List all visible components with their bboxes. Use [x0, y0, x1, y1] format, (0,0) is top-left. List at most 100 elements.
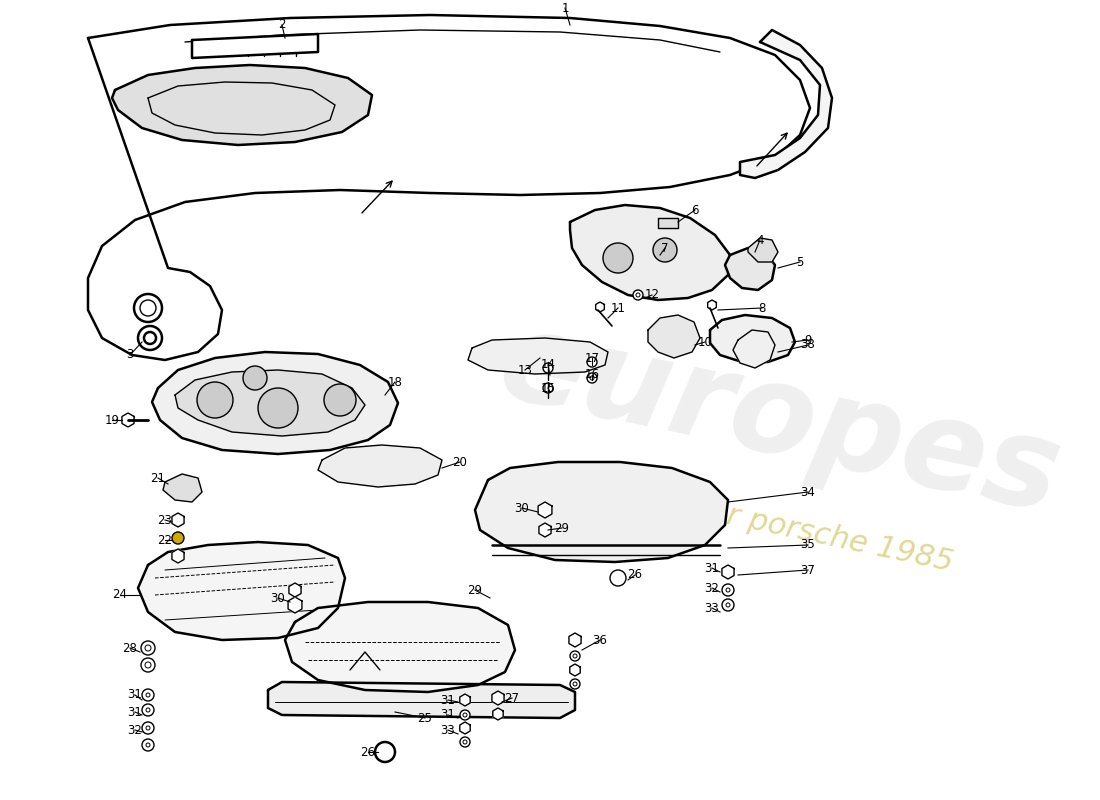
Polygon shape: [138, 542, 345, 640]
Circle shape: [258, 388, 298, 428]
Text: 33: 33: [441, 723, 455, 737]
Text: europes: europes: [488, 302, 1071, 538]
Polygon shape: [707, 300, 716, 310]
Polygon shape: [268, 682, 575, 718]
Polygon shape: [318, 445, 442, 487]
Polygon shape: [569, 633, 581, 647]
Text: 32: 32: [705, 582, 719, 594]
Polygon shape: [748, 238, 778, 262]
Polygon shape: [172, 513, 184, 527]
Text: 6: 6: [691, 203, 698, 217]
Polygon shape: [492, 691, 504, 705]
Text: 10: 10: [697, 335, 713, 349]
Text: 5: 5: [796, 255, 804, 269]
Circle shape: [587, 357, 597, 367]
Polygon shape: [570, 664, 580, 676]
Text: 36: 36: [593, 634, 607, 646]
Polygon shape: [88, 15, 810, 360]
Text: 23: 23: [157, 514, 173, 526]
Polygon shape: [710, 315, 795, 362]
Text: 11: 11: [610, 302, 626, 314]
Text: 29: 29: [468, 583, 483, 597]
Text: 2: 2: [278, 18, 286, 31]
Polygon shape: [475, 462, 728, 562]
Circle shape: [587, 373, 597, 383]
Polygon shape: [722, 565, 734, 579]
Text: 32: 32: [128, 723, 142, 737]
Circle shape: [146, 693, 150, 697]
Circle shape: [543, 363, 553, 373]
Polygon shape: [468, 338, 608, 374]
Circle shape: [722, 599, 734, 611]
Polygon shape: [538, 502, 552, 518]
Polygon shape: [152, 352, 398, 454]
Circle shape: [146, 708, 150, 712]
Polygon shape: [112, 65, 372, 145]
Polygon shape: [493, 708, 503, 720]
Text: 20: 20: [452, 455, 468, 469]
Circle shape: [463, 740, 467, 744]
Text: 30: 30: [271, 591, 285, 605]
Text: 25: 25: [418, 711, 432, 725]
Polygon shape: [289, 583, 301, 597]
Circle shape: [722, 584, 734, 596]
Circle shape: [632, 290, 644, 300]
Circle shape: [142, 689, 154, 701]
Circle shape: [636, 293, 640, 297]
Circle shape: [142, 722, 154, 734]
Text: 9: 9: [804, 334, 812, 346]
Polygon shape: [192, 34, 318, 58]
Polygon shape: [570, 205, 730, 300]
Circle shape: [141, 641, 155, 655]
Text: 27: 27: [505, 691, 519, 705]
Circle shape: [726, 603, 730, 607]
Polygon shape: [658, 218, 678, 228]
Circle shape: [590, 376, 594, 380]
Text: 35: 35: [801, 538, 815, 551]
Circle shape: [145, 662, 151, 668]
Text: 33: 33: [705, 602, 719, 614]
Text: a passion for porsche 1985: a passion for porsche 1985: [544, 462, 956, 578]
Circle shape: [146, 726, 150, 730]
Circle shape: [543, 383, 553, 393]
Circle shape: [570, 651, 580, 661]
Text: 12: 12: [645, 289, 660, 302]
Text: 14: 14: [540, 358, 556, 371]
Circle shape: [573, 654, 578, 658]
Text: 24: 24: [112, 589, 128, 602]
Text: 31: 31: [441, 694, 455, 706]
Text: 31: 31: [441, 709, 455, 722]
Circle shape: [243, 366, 267, 390]
Text: 19: 19: [104, 414, 120, 426]
Text: 7: 7: [661, 242, 669, 254]
Circle shape: [144, 332, 156, 344]
Circle shape: [460, 710, 470, 720]
Text: 3: 3: [126, 349, 134, 362]
Text: 30: 30: [515, 502, 529, 514]
Circle shape: [134, 294, 162, 322]
Text: 26: 26: [361, 746, 375, 758]
Polygon shape: [285, 602, 515, 692]
Polygon shape: [733, 330, 775, 368]
Polygon shape: [648, 315, 700, 358]
Text: 1: 1: [561, 2, 569, 14]
Circle shape: [573, 682, 578, 686]
Text: 26: 26: [627, 569, 642, 582]
Polygon shape: [122, 413, 134, 427]
Text: 8: 8: [758, 302, 766, 314]
Text: 18: 18: [387, 375, 403, 389]
Circle shape: [570, 679, 580, 689]
Polygon shape: [163, 474, 202, 502]
Text: 17: 17: [584, 351, 600, 365]
Circle shape: [141, 658, 155, 672]
Text: 22: 22: [157, 534, 173, 546]
Text: 16: 16: [584, 369, 600, 382]
Text: 28: 28: [122, 642, 138, 654]
Text: 15: 15: [540, 382, 556, 394]
Circle shape: [145, 645, 151, 651]
Text: 31: 31: [128, 706, 142, 718]
Circle shape: [138, 326, 162, 350]
Text: 34: 34: [801, 486, 815, 498]
Text: 31: 31: [128, 689, 142, 702]
Text: 13: 13: [518, 363, 532, 377]
